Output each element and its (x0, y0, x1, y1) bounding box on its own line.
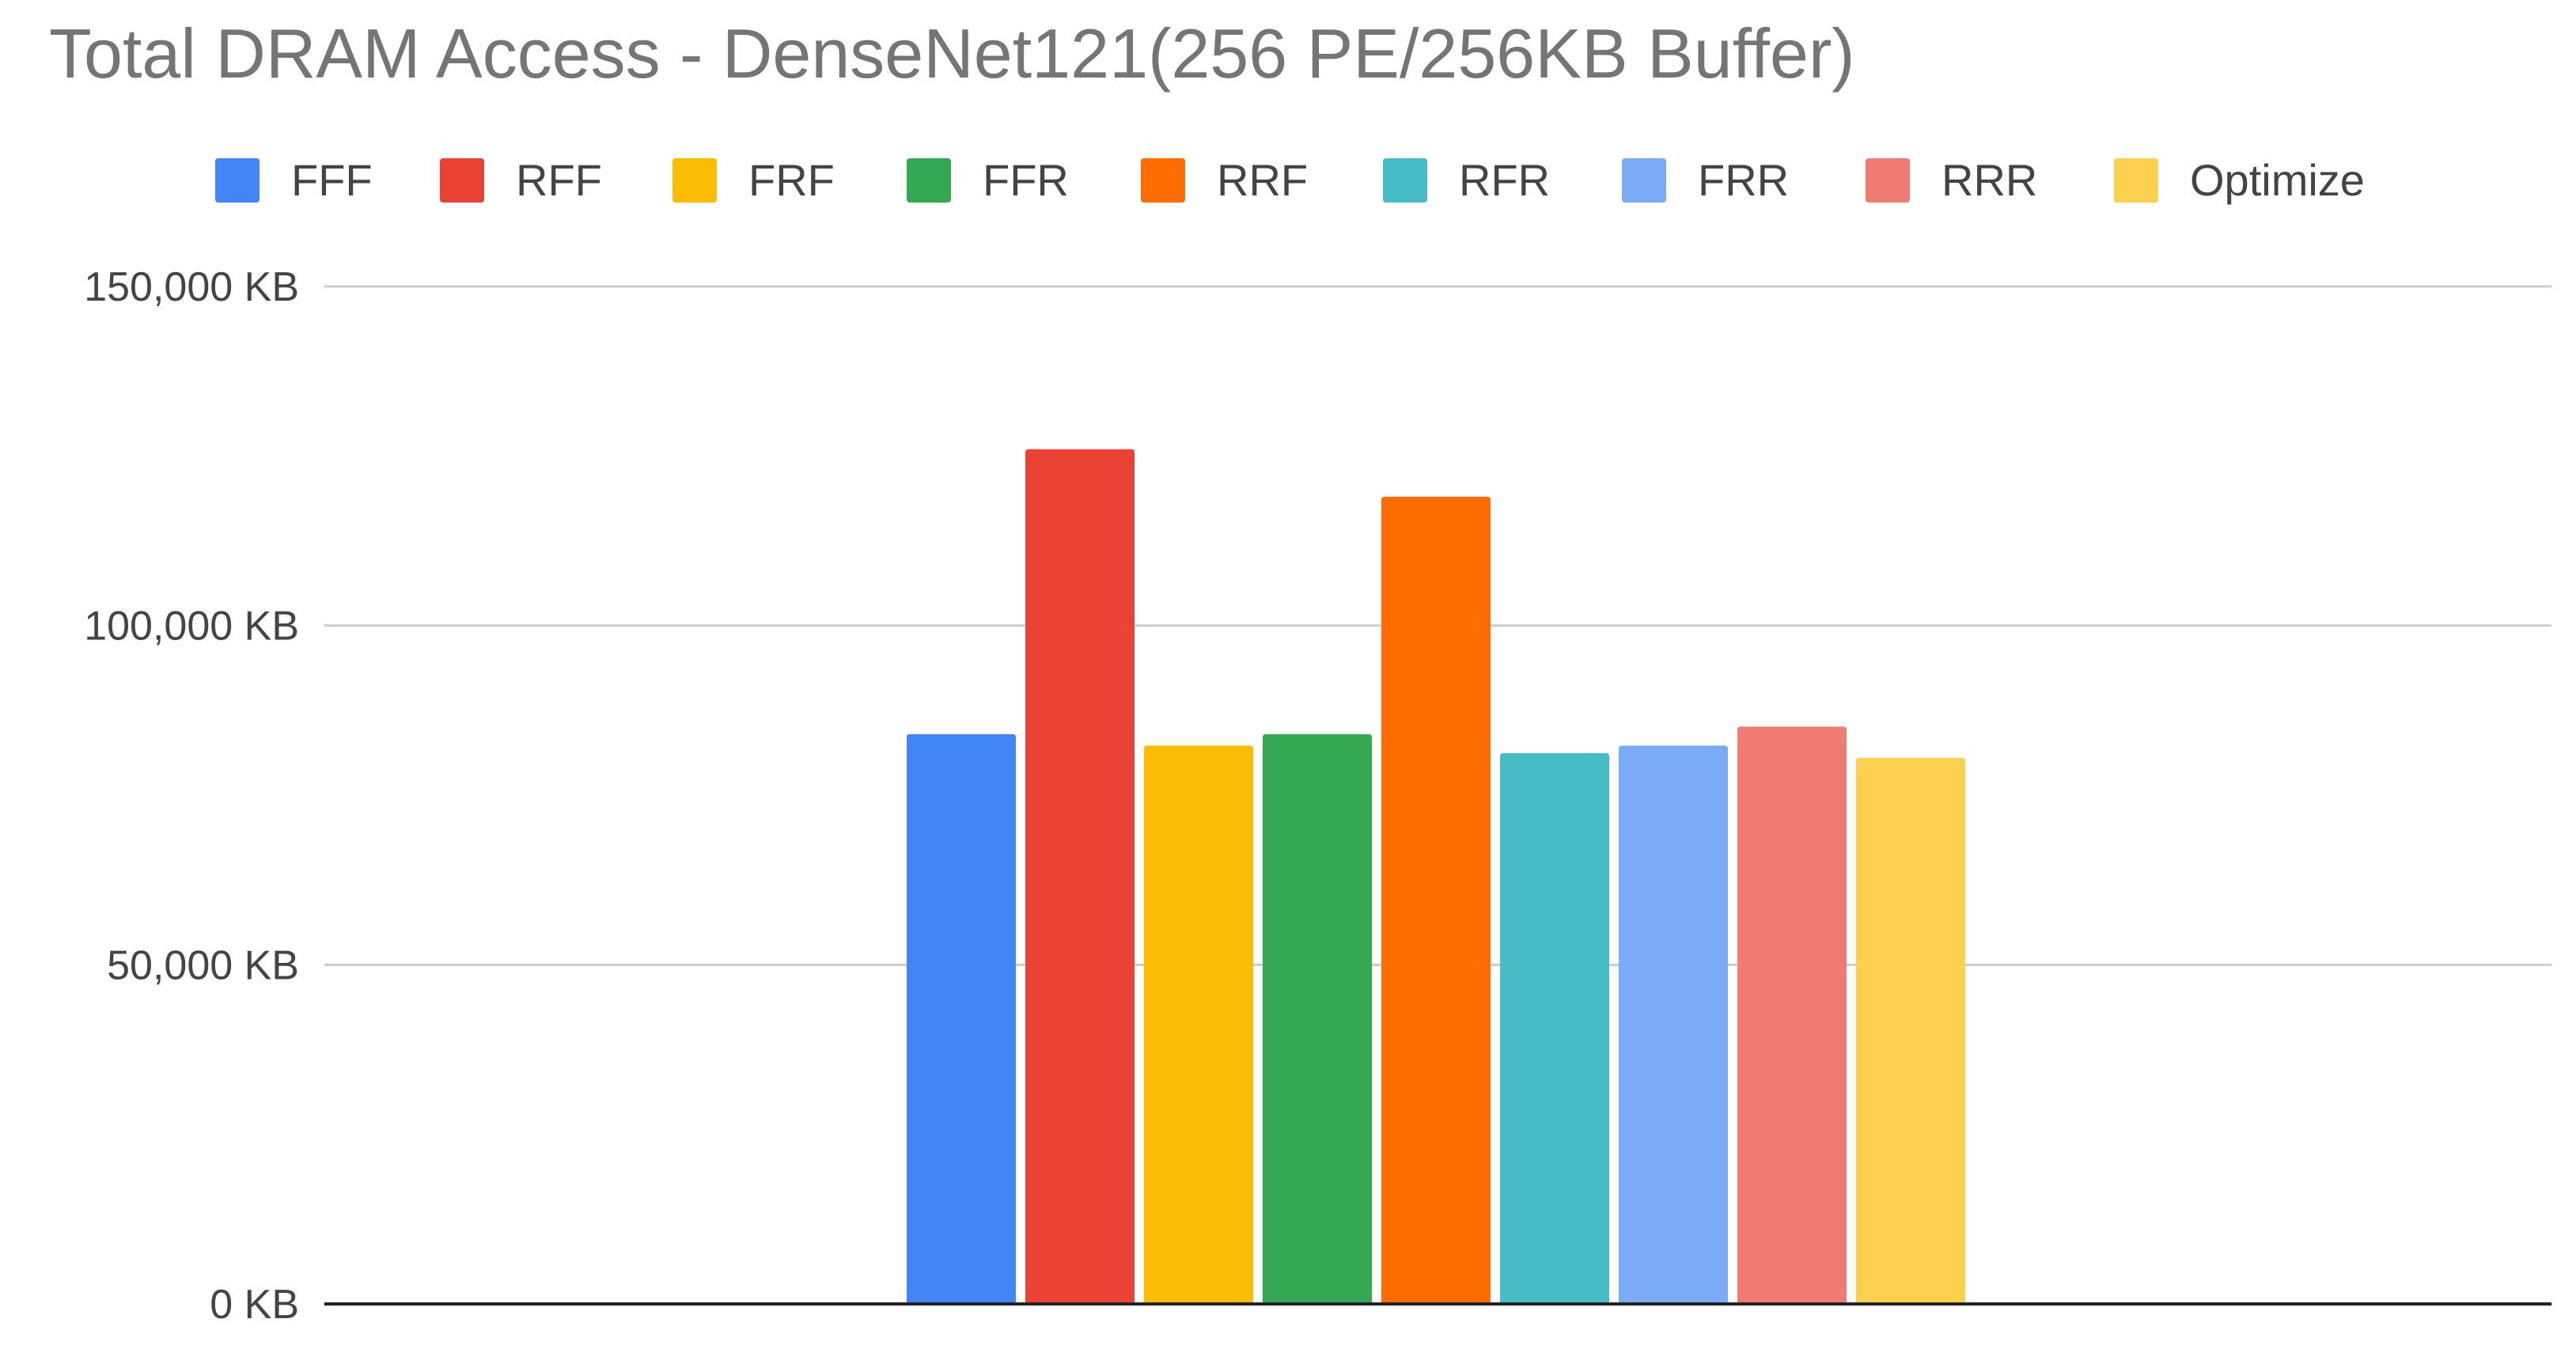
legend-item-frf: FRF (672, 155, 835, 205)
legend-swatch (2114, 158, 2158, 203)
y-tick-label: 150,000 KB (84, 264, 299, 310)
legend-item-fff: FFF (215, 155, 373, 205)
legend-item-ffr: FFR (907, 155, 1069, 205)
legend-label: FRF (748, 155, 835, 205)
legend-label: RFF (516, 155, 602, 205)
legend-label: RRR (1941, 155, 2037, 205)
legend-item-rfr: RFR (1383, 155, 1550, 205)
legend-item-optimize: Optimize (2114, 155, 2365, 205)
legend-label: RRF (1217, 155, 1308, 205)
bar-optimize (1856, 757, 1965, 1304)
bar-fff (907, 733, 1016, 1304)
legend-label: Optimize (2190, 155, 2365, 205)
legend-swatch (440, 158, 484, 203)
legend-swatch (672, 158, 717, 203)
legend-swatch (215, 158, 259, 203)
legend-label: FFF (291, 155, 373, 205)
legend-swatch (1866, 158, 1910, 203)
legend-item-rrf: RRF (1141, 155, 1308, 205)
legend-swatch (1141, 158, 1185, 203)
legend-item-rrr: RRR (1866, 155, 2037, 205)
legend-swatch (1383, 158, 1427, 203)
legend-label: FFR (983, 155, 1069, 205)
legend-label: FRR (1698, 155, 1789, 205)
legend-swatch (907, 158, 951, 203)
y-tick-label: 50,000 KB (107, 942, 299, 988)
bar-rrr (1737, 726, 1847, 1304)
legend-label: RFR (1459, 155, 1550, 205)
legend-item-rff: RFF (440, 155, 602, 205)
legend: FFF RFF FRF FFR RRF RFR FRR RRR Optimize (215, 155, 2365, 205)
bar-rfr (1500, 752, 1609, 1304)
chart-title: Total DRAM Access - DenseNet121(256 PE/2… (49, 14, 1855, 93)
bar-frf (1144, 745, 1253, 1304)
y-tick-label: 0 KB (210, 1282, 299, 1328)
y-tick-label: 100,000 KB (84, 604, 299, 650)
bars (907, 449, 1965, 1304)
bar-rrf (1381, 496, 1491, 1304)
y-axis-labels: 0 KB 50,000 KB 100,000 KB 150,000 KB (84, 264, 299, 1328)
legend-item-frr: FRR (1622, 155, 1789, 205)
legend-swatch (1622, 158, 1666, 203)
bar-frr (1619, 745, 1728, 1304)
bar-ffr (1263, 733, 1372, 1304)
bar-rff (1025, 449, 1135, 1304)
